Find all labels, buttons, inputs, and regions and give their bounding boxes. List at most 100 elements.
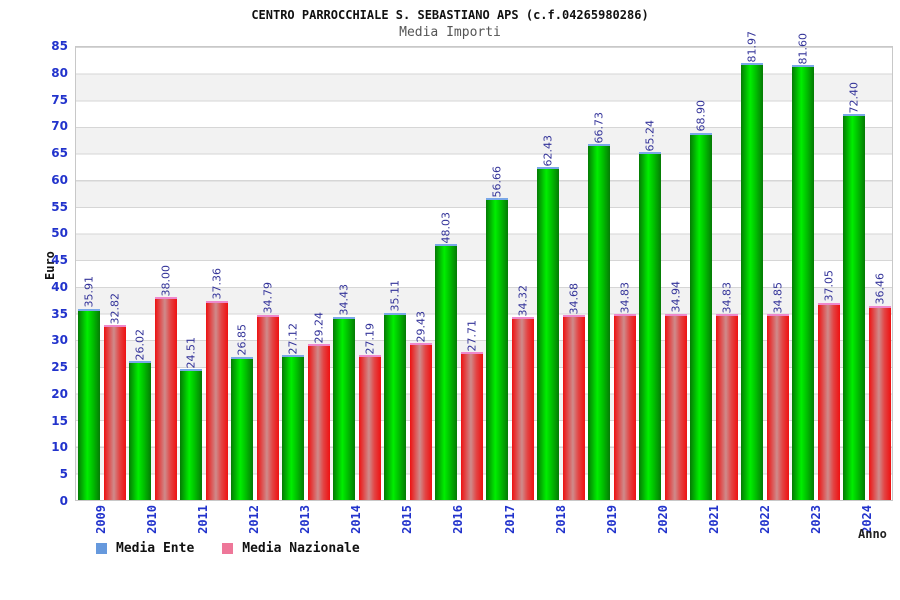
bar-value-label: 62.43: [541, 134, 554, 167]
bar-group: 81.60 37.05: [790, 33, 841, 500]
x-tick-label: 2016: [451, 505, 466, 534]
x-tick-label: 2014: [349, 505, 364, 534]
y-tick-label: 85: [51, 39, 68, 53]
y-tick-label: 40: [51, 279, 68, 294]
x-tick-cell: 2018: [535, 505, 586, 534]
y-tick-label: 15: [51, 413, 68, 428]
bar-media-ente: 26.85: [230, 324, 253, 500]
bar-series-container: 35.91 32.82 26.02 38.00 24.51 37.36 26.85 34.79…: [76, 31, 892, 500]
bar-media-nazionale: 34.83: [715, 282, 738, 500]
chart-title: CENTRO PARROCCHIALE S. SEBASTIANO APS (c…: [251, 8, 649, 22]
y-tick-label: 45: [51, 253, 68, 268]
bar-media-nazionale: 36.46: [868, 273, 891, 500]
y-tick-label: 0: [59, 494, 68, 508]
y-tick-label: 60: [51, 172, 68, 187]
bar-media-nazionale: 34.68: [562, 283, 585, 500]
x-tick-cell: 2023: [791, 505, 842, 534]
x-tick-cell: 2011: [177, 505, 228, 534]
y-tick-label: 5: [59, 467, 68, 482]
bar-media-nazionale: 27.19: [358, 323, 381, 500]
bar-media-ente: 66.73: [587, 112, 610, 500]
bar-group: 66.73 34.83: [586, 47, 637, 500]
bar-value-label: 27.71: [465, 319, 478, 352]
media-nazionale-swatch: [222, 543, 234, 554]
bar-media-nazionale: 34.83: [613, 282, 636, 500]
x-tick-label: 2022: [758, 505, 773, 534]
bar-value-label: 34.79: [261, 282, 274, 314]
bar-media-nazionale: 27.71: [460, 320, 483, 500]
bar-media-nazionale: 34.94: [664, 281, 687, 500]
bar-media-ente: 72.40: [842, 82, 865, 500]
bar-group: 68.90 34.83: [688, 47, 739, 500]
bar-group: 81.97 34.85: [739, 31, 790, 500]
legend-item-media-nazionale: Media Nazionale: [222, 541, 360, 556]
bar-value-label: 34.68: [567, 282, 580, 315]
bar-media-ente: 48.03: [434, 212, 457, 500]
bar-media-ente: 35.91: [77, 276, 100, 500]
bar-group: 35.91 32.82: [76, 47, 127, 500]
x-tick-label: 2017: [502, 505, 517, 534]
bar-media-nazionale: 34.85: [766, 282, 789, 500]
bar-value-label: 38.00: [159, 264, 172, 297]
y-tick-label: 25: [51, 360, 68, 375]
bar-value-label: 37.05: [822, 270, 835, 302]
x-tick-cell: 2019: [586, 505, 637, 534]
bar-value-label: 37.36: [210, 268, 223, 300]
bar-media-nazionale: 34.32: [511, 285, 534, 500]
bar-media-nazionale: 32.82: [103, 293, 126, 500]
y-tick-label: 35: [51, 306, 68, 321]
x-axis-ticks: 2009 2010 2011 2012 2013 2014 2015 2016 2017 2018…: [75, 505, 893, 534]
bar-media-ente: 62.43: [536, 135, 559, 500]
bar-group: 62.43 34.68: [535, 47, 586, 500]
bar-value-label: 81.60: [796, 32, 809, 65]
x-tick-cell: 2013: [280, 505, 331, 534]
x-tick-label: 2023: [809, 505, 824, 534]
bar-group: 27.12 29.24: [280, 47, 331, 500]
bar-value-label: 35.91: [82, 276, 95, 308]
bar-value-label: 56.66: [490, 165, 503, 198]
x-tick-label: 2013: [298, 505, 313, 534]
x-tick-cell: 2010: [126, 505, 177, 534]
bar-group: 26.85 34.79: [229, 47, 280, 500]
bar-group: 56.66 34.32: [484, 47, 535, 500]
media-ente-label: Media Ente: [116, 541, 195, 556]
bar-value-label: 34.43: [337, 284, 350, 316]
bar-value-label: 34.85: [771, 281, 784, 314]
y-tick-label: 65: [51, 146, 68, 161]
x-tick-label: 2015: [400, 505, 415, 534]
bar-value-label: 26.85: [235, 324, 248, 356]
x-tick-label: 2018: [553, 505, 568, 534]
x-tick-label: 2021: [707, 505, 722, 534]
bar-value-label: 24.51: [184, 336, 197, 369]
bar-value-label: 72.40: [847, 81, 860, 114]
bar-media-ente: 81.97: [740, 31, 763, 500]
x-tick-cell: 2014: [331, 505, 382, 534]
x-tick-cell: 2021: [689, 505, 740, 534]
bar-media-ente: 27.12: [281, 323, 304, 500]
y-tick-label: 50: [51, 226, 68, 241]
legend-item-media-ente: Media Ente: [96, 541, 194, 556]
x-tick-cell: 2016: [433, 505, 484, 534]
bar-value-label: 26.02: [133, 328, 146, 361]
x-tick-cell: 2017: [484, 505, 535, 534]
y-tick-label: 10: [51, 440, 68, 455]
bar-media-ente: 68.90: [689, 100, 712, 500]
x-tick-label: 2009: [93, 505, 108, 534]
x-tick-label: 2020: [655, 505, 670, 534]
bar-value-label: 68.90: [694, 100, 707, 132]
y-tick-label: 80: [51, 65, 68, 80]
y-tick-label: 55: [51, 199, 68, 214]
x-tick-label: 2012: [246, 505, 261, 534]
media-nazionale-label: Media Nazionale: [242, 541, 360, 556]
bar-media-nazionale: 29.43: [409, 311, 432, 500]
bar-value-label: 65.24: [643, 119, 656, 152]
bar-group: 72.40 36.46: [841, 47, 892, 500]
bar-value-label: 36.46: [873, 273, 886, 305]
plot-area: 35.91 32.82 26.02 38.00 24.51 37.36 26.85 34.79…: [75, 31, 893, 501]
bar-group: 24.51 37.36: [178, 47, 229, 500]
bar-media-ente: 65.24: [638, 120, 661, 500]
bar-media-ente: 56.66: [485, 166, 508, 500]
bar-media-nazionale: 34.79: [256, 282, 279, 500]
bar-group: 34.43 27.19: [331, 47, 382, 500]
